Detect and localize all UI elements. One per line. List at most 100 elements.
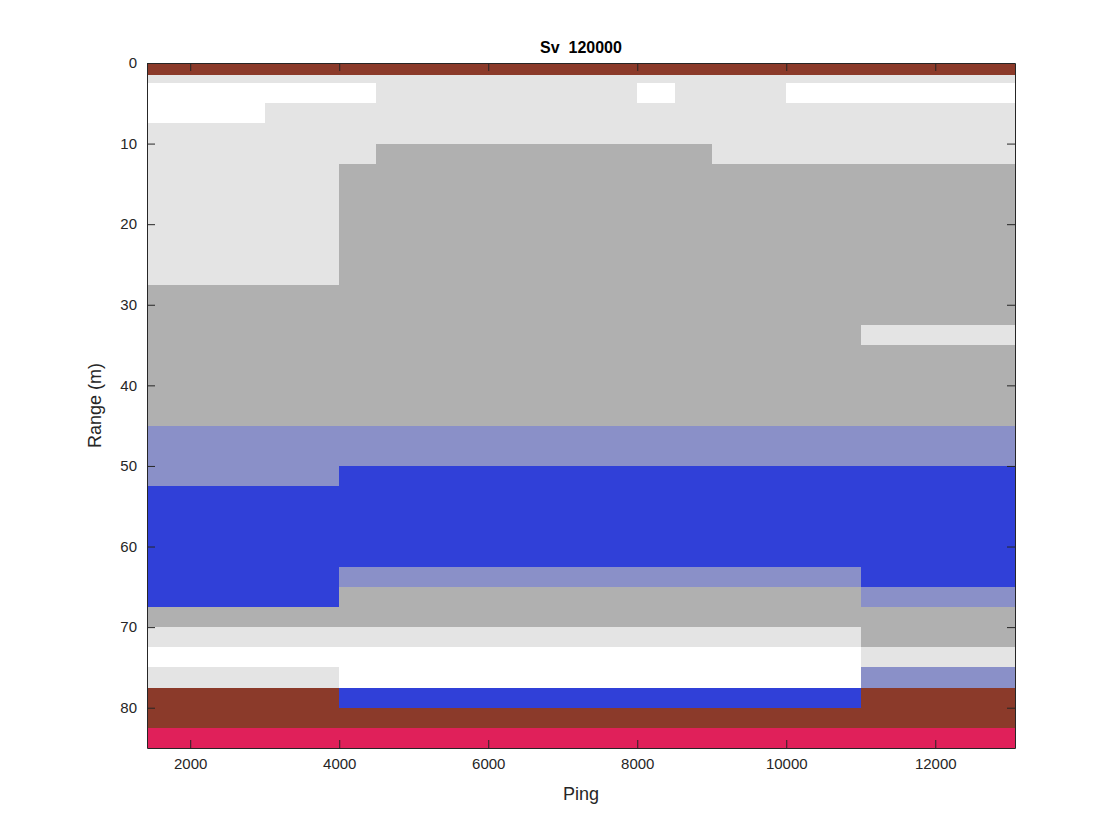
cell — [147, 123, 191, 144]
cell — [935, 123, 973, 144]
cell — [451, 506, 489, 527]
cell — [935, 426, 973, 447]
cell — [302, 607, 340, 628]
cell — [414, 123, 452, 144]
cell — [563, 667, 601, 688]
cell — [898, 587, 936, 608]
cell — [525, 385, 563, 406]
cell — [265, 526, 303, 547]
cell — [147, 83, 191, 104]
x-axis-tick: 4000 — [323, 740, 356, 772]
cell — [265, 285, 303, 306]
cell — [1010, 285, 1015, 306]
cell — [414, 567, 452, 588]
cell — [376, 144, 414, 165]
cell — [898, 466, 936, 487]
cell — [451, 365, 489, 386]
cell — [935, 627, 973, 648]
cell — [637, 244, 675, 265]
cell — [302, 365, 340, 386]
cell — [973, 83, 1011, 104]
cell — [675, 224, 713, 245]
cell — [147, 204, 191, 225]
cell — [414, 728, 452, 748]
cell — [712, 667, 750, 688]
tick-mark — [935, 63, 936, 71]
cell — [451, 75, 489, 84]
tick-mark — [1007, 627, 1015, 628]
cell — [563, 446, 601, 467]
cell — [414, 466, 452, 487]
cell — [973, 426, 1011, 447]
cell — [1010, 446, 1015, 467]
cell — [265, 607, 303, 628]
cell — [637, 547, 675, 568]
cell — [675, 144, 713, 165]
cell — [600, 667, 638, 688]
cell — [147, 365, 191, 386]
cell — [861, 547, 899, 568]
cell — [302, 708, 340, 729]
cell — [525, 345, 563, 366]
cell — [1010, 164, 1015, 185]
cell — [190, 345, 228, 366]
cell — [600, 426, 638, 447]
cell — [190, 285, 228, 306]
tick-mark — [147, 708, 155, 709]
cell — [786, 224, 824, 245]
cell — [451, 446, 489, 467]
cell — [265, 647, 303, 668]
cell — [302, 164, 340, 185]
cell — [861, 75, 899, 84]
cell — [637, 466, 675, 487]
cell — [339, 123, 377, 144]
cell — [675, 406, 713, 427]
cell — [712, 305, 750, 326]
x-axis-top-tick — [786, 63, 787, 71]
y-axis-right-tick — [1007, 144, 1015, 145]
cell — [147, 667, 191, 688]
cell — [190, 385, 228, 406]
cell — [675, 123, 713, 144]
cell — [824, 667, 862, 688]
cell — [190, 123, 228, 144]
cell — [451, 204, 489, 225]
cell — [525, 426, 563, 447]
cell — [563, 103, 601, 124]
cell — [376, 607, 414, 628]
cell — [861, 285, 899, 306]
cell — [861, 264, 899, 285]
cell — [600, 506, 638, 527]
cell — [227, 345, 265, 366]
cell — [525, 305, 563, 326]
cell — [525, 708, 563, 729]
cell — [376, 486, 414, 507]
cell — [1010, 426, 1015, 447]
cell — [637, 123, 675, 144]
tick-mark — [1007, 63, 1015, 64]
cell — [525, 688, 563, 709]
cell — [600, 486, 638, 507]
cell — [712, 345, 750, 366]
cell — [786, 63, 824, 76]
cell — [935, 446, 973, 467]
cell — [563, 365, 601, 386]
cell — [376, 184, 414, 205]
cell — [563, 345, 601, 366]
cell — [265, 224, 303, 245]
cell — [451, 244, 489, 265]
cell — [600, 547, 638, 568]
cell — [147, 224, 191, 245]
cell — [376, 708, 414, 729]
cell — [861, 385, 899, 406]
tick-mark — [637, 63, 638, 71]
cell — [786, 184, 824, 205]
cell — [600, 567, 638, 588]
cell — [339, 75, 377, 84]
cell — [1010, 506, 1015, 527]
cell — [861, 506, 899, 527]
cell — [265, 204, 303, 225]
cell — [376, 466, 414, 487]
cell — [675, 446, 713, 467]
cell — [712, 75, 750, 84]
